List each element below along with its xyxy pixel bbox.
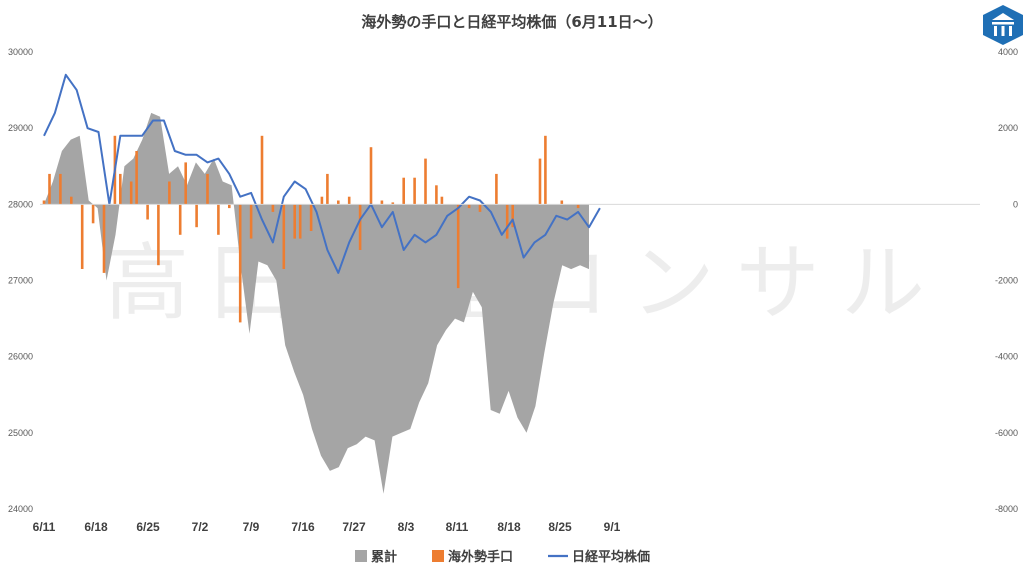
- flow-bar: [228, 204, 231, 209]
- flow-bar: [293, 204, 296, 239]
- flow-bar: [320, 196, 324, 205]
- legend-label: 海外勢手口: [448, 549, 513, 565]
- flow-bar: [505, 204, 509, 239]
- flow-bar: [402, 177, 405, 205]
- flow-bar: [146, 204, 149, 220]
- right-tick-label: 4000: [998, 47, 1018, 57]
- flow-bar: [413, 177, 416, 205]
- x-tick-label: 7/2: [192, 520, 209, 534]
- flow-bar: [326, 173, 329, 205]
- left-tick-label: 24000: [8, 504, 33, 514]
- nikkei-line-layer: [43, 73, 601, 274]
- x-tick-label: 8/18: [497, 520, 521, 534]
- flow-bar: [337, 200, 340, 205]
- x-axis-ticks: 6/11 6/18 6/25 7/2 7/9 7/16 7/27 8/3 8/11 8/18 8/2…: [33, 520, 621, 534]
- flow-bar: [42, 200, 46, 205]
- flow-bar: [544, 135, 547, 205]
- flow-bar: [217, 204, 220, 235]
- x-tick-label: 8/11: [446, 520, 469, 534]
- flow-bar: [380, 200, 384, 205]
- flow-bar: [48, 173, 51, 205]
- left-tick-label: 29000: [8, 123, 33, 133]
- flow-bar: [168, 181, 171, 205]
- flow-bar: [135, 151, 138, 205]
- x-tick-label: 7/9: [243, 520, 260, 534]
- left-axis-ticks: 24000 25000 26000 27000 28000 29000 30000: [8, 47, 33, 514]
- flow-bar: [119, 173, 122, 205]
- flow-bar: [369, 147, 373, 205]
- flow-bar: [576, 204, 580, 209]
- flow-bar: [435, 185, 438, 205]
- legend-label: 日経平均株価: [572, 549, 650, 565]
- x-tick-label: 6/11: [33, 520, 56, 534]
- flow-bar: [178, 204, 182, 235]
- flow-bar: [184, 162, 187, 205]
- right-tick-label: -2000: [995, 276, 1018, 286]
- cumulative-area: [44, 112, 589, 494]
- nikkei-line: [43, 73, 601, 274]
- left-tick-label: 30000: [8, 47, 33, 57]
- right-axis-ticks: -8000 -6000 -4000 -2000 0 2000 4000: [995, 47, 1018, 514]
- flow-bar: [157, 204, 160, 266]
- left-tick-label: 25000: [8, 428, 33, 438]
- flow-bar: [206, 173, 209, 205]
- flow-bar: [129, 181, 133, 205]
- flow-bar: [249, 204, 253, 239]
- flow-bar: [511, 204, 514, 228]
- left-tick-label: 27000: [8, 276, 33, 286]
- flow-bar: [298, 204, 302, 239]
- flow-bar: [91, 204, 95, 224]
- x-tick-label: 6/25: [136, 520, 160, 534]
- x-tick-label: 6/18: [84, 520, 108, 534]
- x-tick-label: 8/25: [548, 520, 572, 534]
- flow-bar: [309, 204, 313, 231]
- flow-bar: [456, 204, 460, 289]
- building-logo-icon: [983, 5, 1023, 45]
- flow-bar: [347, 196, 351, 205]
- right-tick-label: -6000: [995, 428, 1018, 438]
- left-tick-label: 26000: [8, 352, 33, 362]
- x-tick-label: 8/3: [398, 520, 415, 534]
- flow-bar: [70, 196, 73, 205]
- right-tick-label: 0: [1013, 199, 1018, 209]
- flow-bar: [467, 204, 471, 209]
- legend: 累計 海外勢手口 日経平均株価: [355, 549, 650, 565]
- right-tick-label: -8000: [995, 504, 1018, 514]
- flow-bar: [358, 204, 362, 250]
- right-tick-label: 2000: [998, 123, 1018, 133]
- flow-bar: [282, 204, 286, 269]
- cumulative-area-layer: [44, 112, 589, 494]
- chart-title: 海外勢の手口と日経平均株価（6月11日～）: [361, 13, 662, 31]
- flow-bar: [59, 173, 62, 205]
- legend-swatch-bar: [432, 550, 444, 562]
- legend-label: 累計: [371, 549, 397, 565]
- flow-bar: [80, 204, 84, 269]
- flow-bar: [495, 173, 498, 205]
- flow-bar: [195, 204, 198, 228]
- flow-bar: [424, 158, 427, 205]
- left-tick-label: 28000: [8, 199, 33, 209]
- flow-bar: [271, 204, 275, 212]
- right-tick-label: -4000: [995, 352, 1018, 362]
- flow-bar: [391, 202, 395, 205]
- x-tick-label: 9/1: [604, 520, 621, 534]
- legend-swatch-area: [355, 550, 367, 562]
- flow-bar: [102, 204, 106, 273]
- x-tick-label: 7/27: [342, 520, 366, 534]
- flow-bar: [440, 196, 444, 205]
- flow-bar: [238, 204, 242, 323]
- x-tick-label: 7/16: [291, 520, 315, 534]
- flow-bar: [538, 158, 542, 205]
- flow-bar: [260, 135, 264, 205]
- flow-bar: [560, 200, 564, 205]
- flow-bar: [478, 204, 482, 212]
